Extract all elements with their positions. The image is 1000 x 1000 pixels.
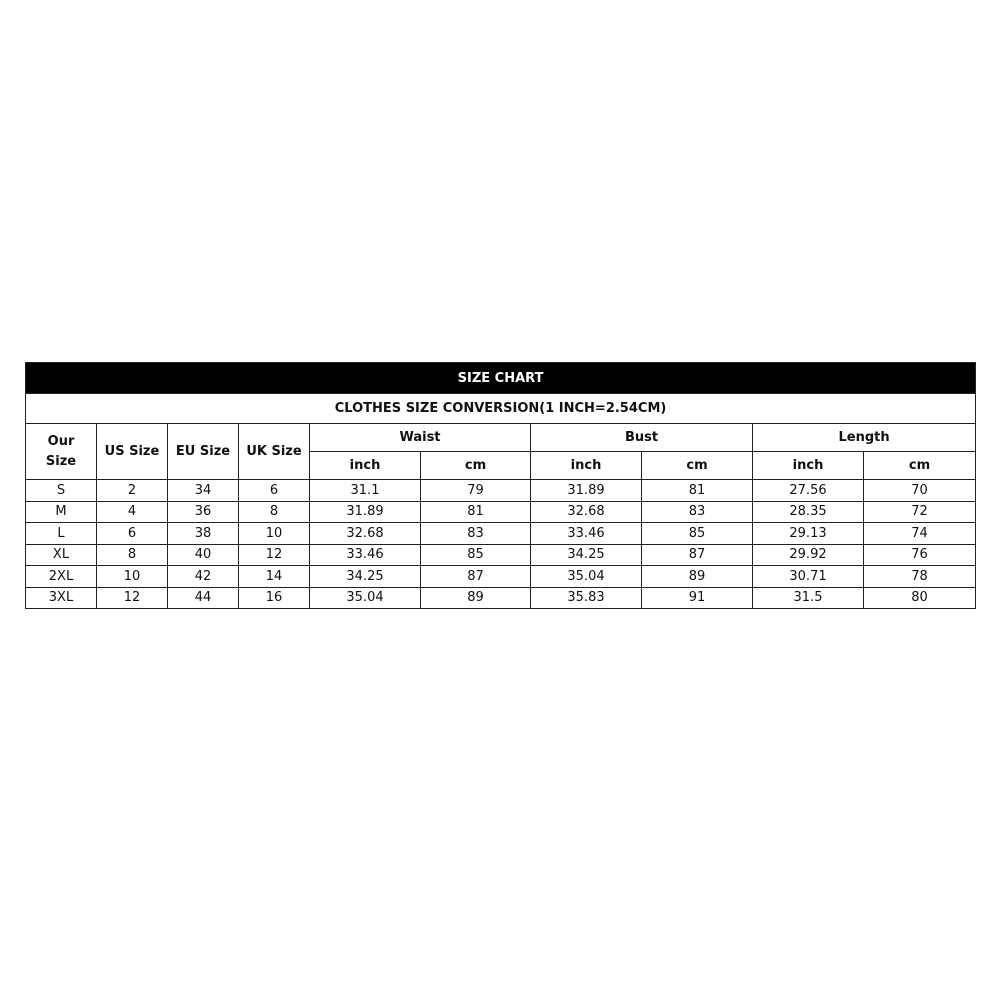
- table-cell: 42: [167, 565, 239, 588]
- table-cell: 6: [96, 522, 168, 545]
- table-cell: 80: [862, 586, 977, 609]
- table-cell: 81: [641, 479, 753, 502]
- header-bust-inch: inch: [530, 451, 642, 480]
- table-cell: 81: [420, 500, 531, 523]
- header-us-size: US Size: [96, 423, 168, 480]
- table-row: 3XL 12 44 16 35.04 89 35.83 91 31.5 80: [25, 586, 977, 609]
- table-cell: 32.68: [530, 500, 642, 523]
- table-cell: 31.89: [530, 479, 642, 502]
- table-cell: 27.56: [752, 479, 864, 502]
- table-cell: 35.04: [530, 565, 642, 588]
- table-cell: 83: [420, 522, 531, 545]
- table-cell: L: [25, 522, 97, 545]
- table-cell: 10: [238, 522, 310, 545]
- table-cell: 85: [420, 543, 531, 566]
- table-cell: 16: [238, 586, 310, 609]
- table-cell: 79: [420, 479, 531, 502]
- table-row: 2XL 10 42 14 34.25 87 35.04 89 30.71 78: [25, 565, 977, 588]
- table-cell: 3XL: [25, 586, 97, 609]
- table-cell: 33.46: [530, 522, 642, 545]
- table-cell: 85: [641, 522, 753, 545]
- header-bust-cm: cm: [641, 451, 753, 480]
- table-cell: 34: [167, 479, 239, 502]
- table-cell: 32.68: [309, 522, 421, 545]
- table-cell: 72: [862, 500, 977, 523]
- header-waist-cm: cm: [420, 451, 531, 480]
- header-length-cm: cm: [862, 451, 977, 480]
- table-cell: 83: [641, 500, 753, 523]
- header-uk-size: UK Size: [238, 423, 310, 480]
- table-subtitle: CLOTHES SIZE CONVERSION(1 INCH=2.54CM): [24, 393, 977, 424]
- table-cell: 31.1: [309, 479, 421, 502]
- table-title: SIZE CHART: [24, 362, 977, 394]
- table-cell: 31.5: [752, 586, 864, 609]
- table-cell: 87: [420, 565, 531, 588]
- table-cell: 35.04: [309, 586, 421, 609]
- table-cell: 87: [641, 543, 753, 566]
- table-cell: 4: [96, 500, 168, 523]
- table-cell: 12: [238, 543, 310, 566]
- table-cell: 31.89: [309, 500, 421, 523]
- header-length-inch: inch: [752, 451, 864, 480]
- table-cell: 74: [862, 522, 977, 545]
- table-cell: S: [25, 479, 97, 502]
- table-row: M 4 36 8 31.89 81 32.68 83 28.35 72: [25, 500, 977, 523]
- table-cell: 44: [167, 586, 239, 609]
- table-cell: 29.92: [752, 543, 864, 566]
- table-cell: M: [25, 500, 97, 523]
- table-cell: 34.25: [309, 565, 421, 588]
- table-cell: 70: [862, 479, 977, 502]
- table-cell: 28.35: [752, 500, 864, 523]
- table-cell: 40: [167, 543, 239, 566]
- header-length: Length: [751, 423, 977, 452]
- table-cell: 34.25: [530, 543, 642, 566]
- table-cell: 91: [641, 586, 753, 609]
- header-our-size: Our Size: [25, 423, 97, 480]
- header-waist-inch: inch: [309, 451, 421, 480]
- table-cell: 78: [862, 565, 977, 588]
- table-cell: 38: [167, 522, 239, 545]
- table-cell: XL: [25, 543, 97, 566]
- table-cell: 14: [238, 565, 310, 588]
- table-cell: 10: [96, 565, 168, 588]
- header-waist: Waist: [309, 423, 531, 452]
- table-cell: 2: [96, 479, 168, 502]
- table-cell: 30.71: [752, 565, 864, 588]
- table-row: XL 8 40 12 33.46 85 34.25 87 29.92 76: [25, 543, 977, 566]
- table-cell: 2XL: [25, 565, 97, 588]
- size-chart-table: SIZE CHART CLOTHES SIZE CONVERSION(1 INC…: [24, 362, 977, 609]
- table-cell: 6: [238, 479, 310, 502]
- table-cell: 36: [167, 500, 239, 523]
- table-cell: 12: [96, 586, 168, 609]
- table-cell: 89: [641, 565, 753, 588]
- table-cell: 8: [96, 543, 168, 566]
- table-row: S 2 34 6 31.1 79 31.89 81 27.56 70: [25, 479, 977, 502]
- header-bust: Bust: [530, 423, 753, 452]
- table-cell: 76: [862, 543, 977, 566]
- table-cell: 89: [420, 586, 531, 609]
- table-cell: 35.83: [530, 586, 642, 609]
- header-eu-size: EU Size: [167, 423, 239, 480]
- table-cell: 29.13: [752, 522, 864, 545]
- table-row: L 6 38 10 32.68 83 33.46 85 29.13 74: [25, 522, 977, 545]
- table-cell: 8: [238, 500, 310, 523]
- table-cell: 33.46: [309, 543, 421, 566]
